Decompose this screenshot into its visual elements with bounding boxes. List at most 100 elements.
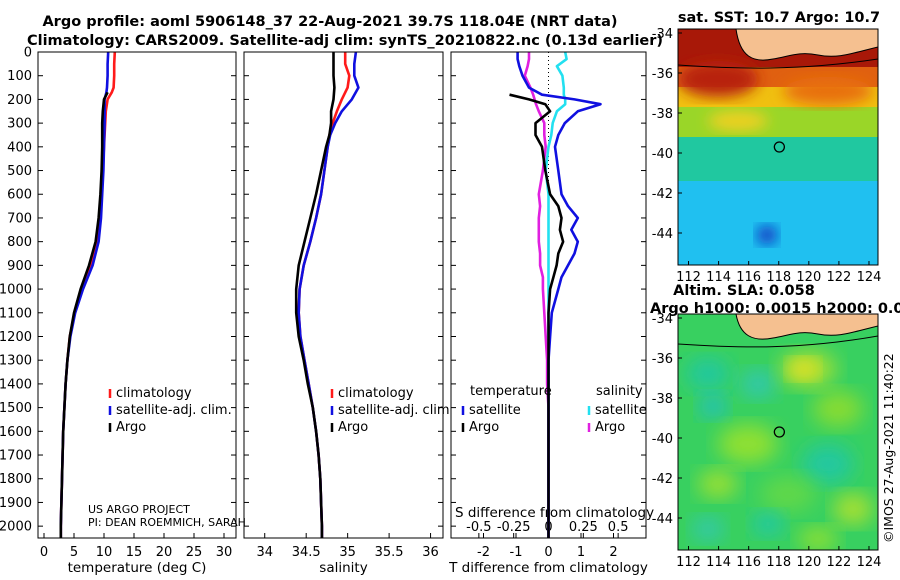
y-tick-label: 100 xyxy=(7,69,32,84)
map-x-tick-label: 124 xyxy=(857,270,882,285)
y-tick-label: 800 xyxy=(7,235,32,250)
y-tick-label: 2000 xyxy=(0,520,32,535)
top-x-tick-label: -0.5 xyxy=(466,520,491,535)
project-line2: PI: DEAN ROEMMICH, SARAH xyxy=(88,516,246,529)
x-tick-label: 34.5 xyxy=(292,545,321,560)
sla-anomaly-blob xyxy=(698,470,738,498)
sla-field xyxy=(678,314,878,550)
map-y-tick-label: -40 xyxy=(652,147,673,162)
map-y-tick-label: -38 xyxy=(652,392,673,407)
sst-yellow-blob xyxy=(708,111,768,131)
map-y-tick-label: -34 xyxy=(652,27,673,42)
map-x-tick-label: 116 xyxy=(736,270,761,285)
map-y-tick-label: -44 xyxy=(652,512,673,527)
map-x-tick-label: 116 xyxy=(736,555,761,570)
x-tick-label: 35.5 xyxy=(375,545,404,560)
series-line-argo xyxy=(59,91,109,538)
land-mass xyxy=(735,29,878,61)
y-tick-label: 1800 xyxy=(0,472,32,487)
depth-contour xyxy=(678,58,878,69)
legend-label: satellite-adj. clim. xyxy=(338,403,454,418)
y-tick-label: 400 xyxy=(7,140,32,155)
map-x-tick-label: 124 xyxy=(857,555,882,570)
x-tick-label: 34 xyxy=(256,545,273,560)
sla-map-title: Altim. SLA: 0.058 xyxy=(673,283,815,299)
x-axis-label: T difference from climatology xyxy=(448,560,648,576)
argo-position-marker xyxy=(773,141,786,153)
sla-anomaly-blob xyxy=(789,359,817,379)
temperature-panel: 0 5 10 15 20 25 30 temperature (deg C) 0 100 200 30… xyxy=(0,46,237,576)
y-tick-label: 200 xyxy=(7,93,32,108)
map-y-tick-label: -36 xyxy=(652,352,673,367)
y-tick-label: 1100 xyxy=(0,306,32,321)
sst-map: 112 114 116 118 120 122 124 -34 -36 -38 -40 -42 -44 xyxy=(652,27,882,285)
y-tick-label: 1300 xyxy=(0,354,32,369)
sst-warm-blob xyxy=(783,77,873,105)
depth-contour xyxy=(678,335,878,348)
y-tick-label: 700 xyxy=(7,211,32,226)
salinity-panel: 34 34.5 35 35.5 36 salinity climatology satelli… xyxy=(243,51,454,576)
figure-title-line1: Argo profile: aoml 5906148_37 22-Aug-202… xyxy=(42,14,617,30)
legend-header-salinity: salinity xyxy=(596,384,643,399)
legend-label: climatology xyxy=(338,386,414,401)
x-tick-label: 30 xyxy=(216,545,233,560)
map-frame xyxy=(677,313,879,551)
plot-frame xyxy=(450,51,647,539)
y-tick-label: 500 xyxy=(7,164,32,179)
sst-warm-blob xyxy=(678,61,758,97)
legend-label: satellite-adj. clim. xyxy=(116,403,232,418)
top-x-tick-label: 0.25 xyxy=(569,520,598,535)
y-tick-label: 1000 xyxy=(0,283,32,298)
sla-anomaly-blob xyxy=(798,527,838,550)
sla-anomaly-blob xyxy=(833,493,873,525)
legend-label: satellite xyxy=(469,403,521,418)
x-tick-label: 15 xyxy=(126,545,143,560)
sla-anomaly-blob xyxy=(752,512,784,536)
sst-band-coolest xyxy=(678,169,878,265)
map-y-tick-label: -38 xyxy=(652,107,673,122)
sst-band-teal xyxy=(678,129,878,181)
y-tick-label: 1700 xyxy=(0,449,32,464)
y-tick-label: 1200 xyxy=(0,330,32,345)
x-tick-label: 5 xyxy=(70,545,78,560)
x-axis-label: salinity xyxy=(319,560,367,576)
map-y-tick-label: -42 xyxy=(652,472,673,487)
legend-label: Argo xyxy=(116,420,146,435)
plot-frame xyxy=(37,51,237,539)
plot-area xyxy=(244,52,443,538)
y-tick-label: 900 xyxy=(7,259,32,274)
x-tick-label: 0 xyxy=(544,545,552,560)
map-x-tick-label: 122 xyxy=(826,270,851,285)
x-axis-label: temperature (deg C) xyxy=(68,560,207,576)
map-y-tick-label: -34 xyxy=(652,312,673,327)
map-y-tick-label: -40 xyxy=(652,432,673,447)
y-tick-label: 1500 xyxy=(0,401,32,416)
x-tick-label: 1 xyxy=(577,545,585,560)
sla-anomaly-blob xyxy=(740,370,776,398)
sla-map: 112 114 116 118 120 122 124 -34 -36 -38 -40 -42 -44 xyxy=(652,312,882,570)
map-x-tick-label: 114 xyxy=(706,270,731,285)
x-tick-label: 10 xyxy=(96,545,113,560)
map-y-tick-label: -44 xyxy=(652,227,673,242)
x-tick-label: 36 xyxy=(422,545,439,560)
y-tick-label: 300 xyxy=(7,117,32,132)
x-tick-label: 2 xyxy=(609,545,617,560)
sst-map-title: sat. SST: 10.7 Argo: 10.7 xyxy=(678,10,880,26)
sla-anomaly-blob xyxy=(692,517,724,541)
project-line1: US ARGO PROJECT xyxy=(88,503,190,516)
y-tick-label: 1400 xyxy=(0,377,32,392)
y-tick-label: 0 xyxy=(24,46,32,61)
legend-label: satellite xyxy=(595,403,647,418)
figure-title-line2: Climatology: CARS2009. Satellite-adj cli… xyxy=(27,33,663,49)
top-x-tick-label: 0.5 xyxy=(608,520,629,535)
x-tick-label: -2 xyxy=(477,545,490,560)
map-frame xyxy=(677,28,879,266)
top-x-tick-label: -0.25 xyxy=(497,520,531,535)
legend-label: Argo xyxy=(338,420,368,435)
x-tick-label: 0 xyxy=(40,545,48,560)
x-tick-label: 20 xyxy=(156,545,173,560)
top-axis-label: S difference from climatology xyxy=(455,505,654,521)
x-tick-label: -1 xyxy=(510,545,523,560)
legend-label: Argo xyxy=(595,420,625,435)
